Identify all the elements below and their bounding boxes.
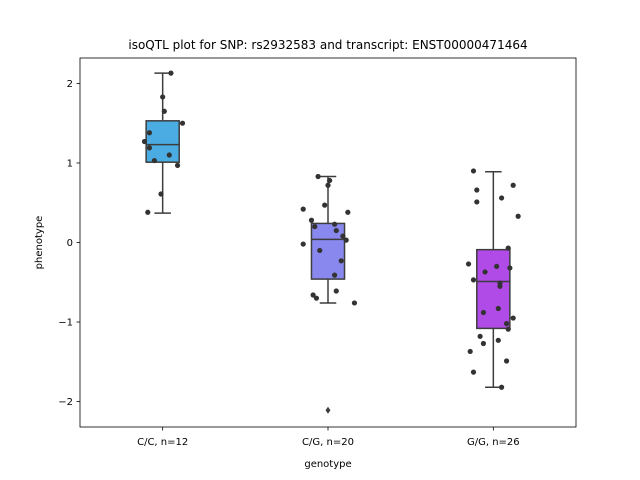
y-tick-label: 1 [67,158,73,169]
data-point [474,199,480,205]
box-iqr [476,248,511,330]
stripplot-points-3 [465,168,521,390]
data-point [300,206,306,212]
data-point [467,348,473,355]
data-point [505,245,511,251]
data-point [308,217,315,223]
data-point [141,138,148,145]
data-point [340,233,346,239]
data-point [300,241,306,247]
data-point [499,384,505,390]
data-point [174,162,181,168]
data-point [168,70,174,76]
x-tick-label: C/C, n=12 [137,437,188,448]
data-point [327,177,333,184]
data-point [310,292,316,298]
x-axis-title: genotype [304,459,351,470]
stripplot-points-2 [300,173,358,306]
data-point [465,261,472,267]
data-point [507,265,513,271]
data-point [313,295,320,301]
data-point [145,209,151,215]
data-point [494,263,500,269]
data-point [474,187,480,193]
plot-area [141,70,521,414]
data-point [499,195,505,201]
data-point [510,315,516,321]
data-point [503,358,510,364]
data-point [495,305,501,312]
data-point [495,337,501,343]
data-point [470,369,477,375]
data-point [146,145,153,151]
data-point [515,213,521,219]
axes: −2 −1 0 1 2 C/C, n=12 C/G, n=20 G/G, n=26 [58,79,519,448]
data-point [332,221,338,227]
data-point [161,108,167,114]
data-point [333,227,339,234]
data-point [312,223,318,230]
data-point [160,94,166,100]
data-point [338,258,344,264]
data-point [146,130,153,136]
data-point [179,120,186,126]
data-point [322,202,328,208]
data-point [480,309,487,316]
x-tick-label: G/G, n=26 [467,437,520,448]
data-point [497,283,503,289]
data-point [351,300,358,306]
stripplot-points-1 [141,70,186,215]
y-tick-label: 2 [67,79,73,90]
data-point [166,152,172,158]
y-axis-title: phenotype [34,216,45,270]
data-point [151,157,157,164]
data-point [158,191,164,197]
outlier-marker [325,406,331,414]
data-point [482,269,488,275]
data-point [345,209,351,215]
data-point [470,277,477,283]
data-point [333,288,339,294]
y-tick-label: −1 [58,318,73,329]
x-tick-label: C/G, n=20 [302,437,354,448]
y-tick-label: −2 [58,397,73,408]
data-point [477,333,483,339]
box-group-1 [145,72,180,214]
box-iqr [310,222,346,280]
data-point [510,182,516,188]
data-point [325,182,331,188]
data-point [315,173,321,180]
box-iqr [145,120,180,163]
chart-title: isoQTL plot for SNP: rs2932583 and trans… [128,38,527,52]
data-point [317,247,323,254]
box-group-2 [310,175,346,414]
y-tick-label: 0 [67,238,73,249]
data-point [480,340,487,347]
data-point [470,168,477,174]
data-point [505,326,511,332]
data-point [503,321,510,327]
data-point [343,237,349,243]
box-group-3 [476,170,511,388]
data-point [332,272,338,278]
